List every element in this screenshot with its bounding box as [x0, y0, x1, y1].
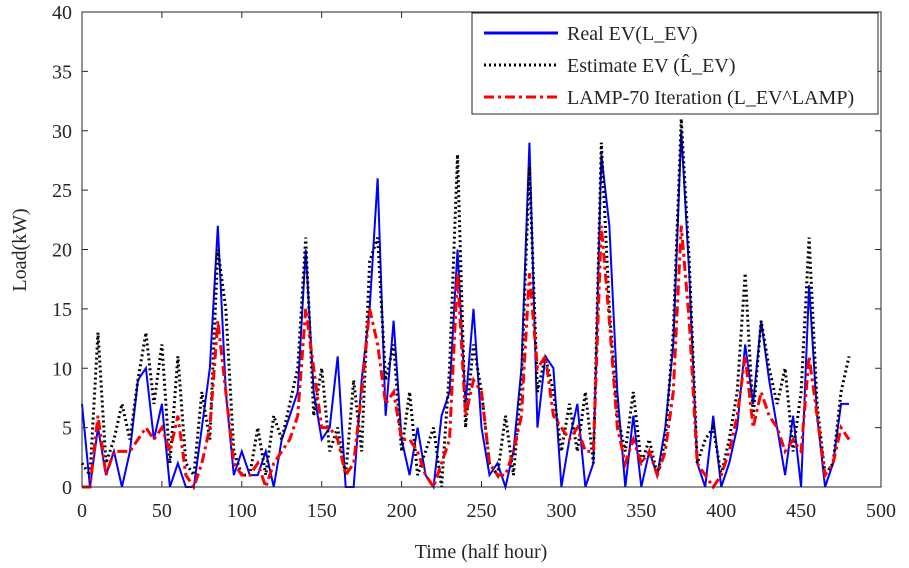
line-series	[80, 118, 851, 488]
y-tick-label: 35	[52, 61, 72, 83]
line-series	[82, 225, 851, 492]
x-tick-label: 200	[387, 500, 417, 522]
y-tick-label: 5	[62, 418, 72, 440]
legend-label: Real EV(L_EV)	[567, 23, 698, 45]
y-tick-label: 40	[52, 2, 72, 24]
y-tick-label: 15	[52, 299, 72, 321]
x-tick-label: 350	[626, 500, 656, 522]
x-tick-label: 450	[786, 500, 816, 522]
x-tick-label: 100	[227, 500, 257, 522]
y-tick-label: 20	[52, 240, 72, 262]
x-tick-label: 150	[307, 500, 337, 522]
x-axis-label: Time (half hour)	[415, 541, 548, 563]
y-tick-label: 25	[52, 180, 72, 202]
legend-label: Estimate EV (L̂_EV)	[567, 53, 735, 77]
y-tick-label: 0	[62, 477, 72, 499]
axes-frame	[81, 11, 882, 488]
x-tick-label: 300	[546, 500, 576, 522]
legend-label: LAMP-70 Iteration (L_EV^LAMP)	[567, 87, 854, 109]
x-tick-label: 250	[467, 500, 497, 522]
x-tick-label: 50	[152, 500, 172, 522]
x-tick-label: 400	[706, 500, 736, 522]
x-tick-label: 0	[77, 500, 87, 522]
y-axis-label: Load(kW)	[9, 208, 31, 291]
y-tick-label: 30	[52, 121, 72, 143]
y-tick-label: 10	[52, 358, 72, 380]
legend: Real EV(L_EV) Estimate EV (L̂_EV) LAMP-70 …	[471, 12, 879, 115]
x-tick-label: 500	[866, 500, 896, 522]
